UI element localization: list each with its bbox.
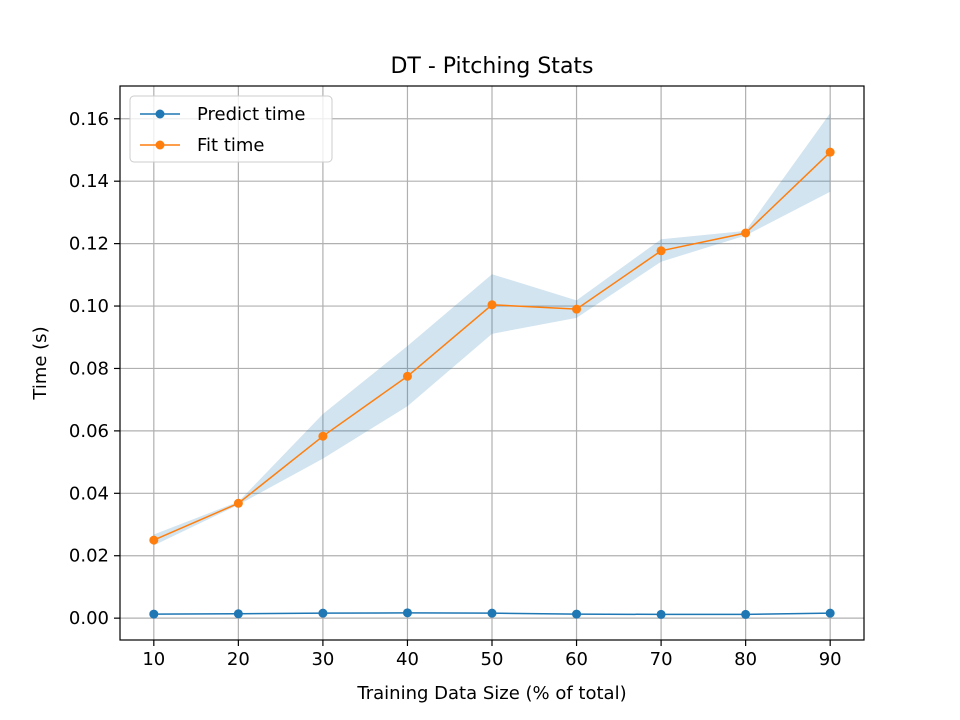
x-tick-label: 30 xyxy=(311,649,334,670)
fit-time-point xyxy=(741,228,751,238)
predict-time-point xyxy=(149,609,159,619)
x-tick-label: 50 xyxy=(481,649,504,670)
y-tick-label: 0.04 xyxy=(69,483,109,504)
predict-time-point xyxy=(402,608,412,618)
y-axis-title: Time (s) xyxy=(30,326,51,400)
fit-time-point xyxy=(487,300,497,310)
fit-time-point xyxy=(656,246,666,256)
legend-marker-predict xyxy=(155,109,165,119)
fit-time-point xyxy=(149,535,159,545)
predict-time-point xyxy=(825,608,835,618)
fit-time-point xyxy=(318,431,328,441)
y-tick-label: 0.00 xyxy=(69,608,109,629)
predict-time-point xyxy=(233,609,243,619)
legend-label-fit: Fit time xyxy=(197,135,265,156)
legend-box xyxy=(129,95,333,163)
x-axis-title: Training Data Size (% of total) xyxy=(356,683,626,704)
fit-time-point xyxy=(572,304,582,314)
fit-time-point xyxy=(233,498,243,508)
tick-layer: 10 20 30 40 50 60 70 80 90 0.00 0.02 0.04 0.06 0.08 0.… xyxy=(69,109,842,670)
chart-title: DT - Pitching Stats xyxy=(390,54,593,79)
x-tick-label: 80 xyxy=(734,649,757,670)
x-tick-label: 70 xyxy=(650,649,673,670)
predict-time-point xyxy=(656,609,666,619)
y-tick-label: 0.10 xyxy=(69,296,109,317)
predict-time-point xyxy=(572,609,582,619)
legend-label-predict: Predict time xyxy=(197,104,305,125)
fit-time-point xyxy=(402,371,412,381)
predict-time-point xyxy=(487,608,497,618)
fit-time-point xyxy=(825,147,835,157)
legend: Predict time Fit time xyxy=(129,95,333,163)
x-tick-label: 10 xyxy=(142,649,165,670)
y-tick-label: 0.02 xyxy=(69,546,109,567)
y-tick-label: 0.16 xyxy=(69,109,109,130)
x-tick-label: 20 xyxy=(227,649,250,670)
y-tick-label: 0.06 xyxy=(69,421,109,442)
legend-marker-fit xyxy=(155,140,165,150)
series-layer xyxy=(149,147,835,619)
y-tick-label: 0.12 xyxy=(69,234,109,255)
predict-time-point xyxy=(741,609,751,619)
y-tick-label: 0.14 xyxy=(69,171,109,192)
y-tick-label: 0.08 xyxy=(69,358,109,379)
predict-time-point xyxy=(318,608,328,618)
x-tick-label: 90 xyxy=(819,649,842,670)
x-tick-label: 60 xyxy=(565,649,588,670)
x-tick-label: 40 xyxy=(396,649,419,670)
